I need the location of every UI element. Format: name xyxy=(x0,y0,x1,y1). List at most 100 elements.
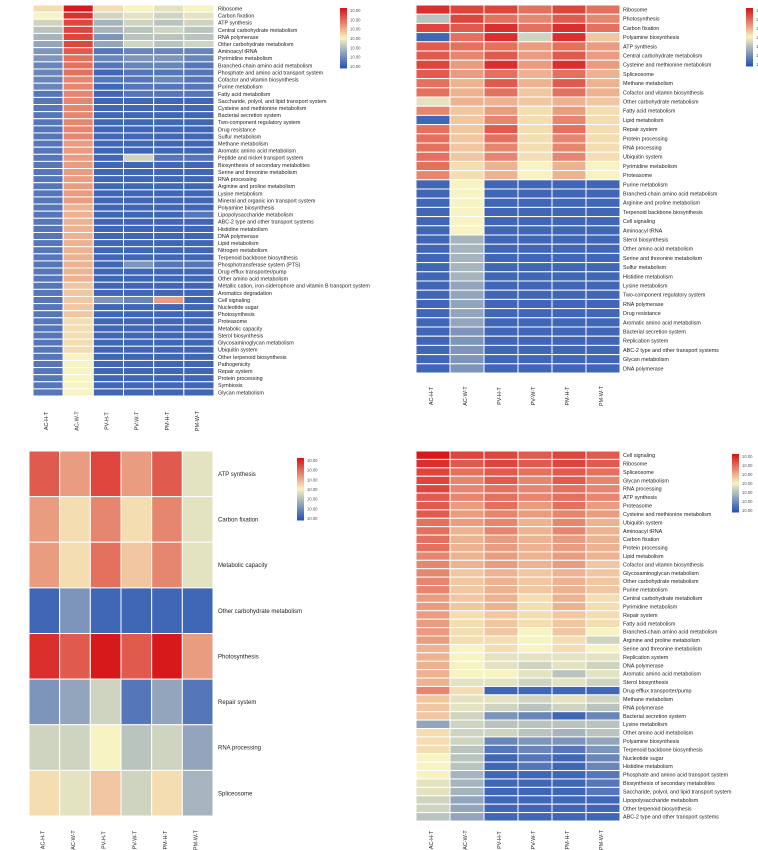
heatmap-cell xyxy=(62,260,94,269)
heatmap-cell xyxy=(551,262,587,273)
row-label: Carbon fixation xyxy=(218,14,254,20)
heatmap-cell xyxy=(89,724,122,771)
heatmap-cell xyxy=(585,188,621,199)
heatmap-cell xyxy=(415,243,451,254)
heatmap-cell xyxy=(551,197,587,208)
heatmap-cell xyxy=(585,509,621,519)
heatmap-cell xyxy=(123,217,155,226)
heatmap-cell xyxy=(123,82,155,91)
heatmap-cell xyxy=(181,587,214,634)
heatmap-cell xyxy=(449,105,485,116)
row-label: Branched-chain amino acid metabolism xyxy=(218,63,313,69)
heatmap-cell xyxy=(415,467,451,477)
heatmap-cell xyxy=(153,310,185,319)
heatmap-cell xyxy=(551,500,587,511)
heatmap-cell xyxy=(123,317,155,326)
heatmap-cell xyxy=(92,331,125,340)
row-label: Cysteine and methionine metabolism xyxy=(218,106,307,112)
heatmap-cell xyxy=(415,669,451,679)
heatmap-cell xyxy=(449,32,485,43)
heatmap-cell xyxy=(585,50,621,61)
row-label: Other terpenoid biosynthesis xyxy=(623,806,692,812)
heatmap-cell xyxy=(449,770,485,780)
row-label: Proteasome xyxy=(623,173,652,179)
heatmap-cell xyxy=(153,189,185,198)
heatmap-cell xyxy=(517,13,553,24)
heatmap-cell xyxy=(183,253,215,262)
heatmap-cell xyxy=(153,303,185,312)
row-label: Replication system xyxy=(623,655,669,661)
heatmap-cell xyxy=(89,541,122,589)
legend-swatch xyxy=(340,56,347,59)
row-label: Histidine metabolism xyxy=(623,764,673,770)
row-label: Carbon fixation xyxy=(218,518,258,524)
heatmap-cell xyxy=(92,345,125,354)
heatmap-cell xyxy=(62,54,94,63)
heatmap-cell xyxy=(517,610,553,620)
heatmap-cell xyxy=(153,75,185,84)
legend-swatch xyxy=(732,506,739,509)
heatmap-cell xyxy=(483,719,519,729)
heatmap-cell xyxy=(415,568,451,578)
legend-swatch xyxy=(746,29,753,32)
heatmap-cell xyxy=(415,484,451,494)
heatmap-cell xyxy=(517,317,553,328)
heatmap-cell xyxy=(449,559,485,570)
legend-swatch xyxy=(297,513,304,517)
heatmap-cell xyxy=(415,694,451,704)
row-label: Protein processing xyxy=(623,136,668,142)
legend-tick-label: 10.00 xyxy=(350,55,361,60)
row-label: Drug resistance xyxy=(218,127,256,133)
row-label: Other carbohydrate metabolism xyxy=(623,579,699,585)
heatmap-cell xyxy=(551,627,587,637)
row-label: Repair system xyxy=(218,369,253,375)
heatmap-cell xyxy=(123,345,155,354)
legend-swatch xyxy=(732,498,739,501)
heatmap-cell xyxy=(449,363,485,374)
heatmap-cell xyxy=(120,541,153,589)
row-label: Cysteine and methionine metabolism xyxy=(623,63,712,69)
heatmap-cell xyxy=(153,352,185,361)
heatmap-cell xyxy=(517,601,553,612)
heatmap-cell xyxy=(517,354,553,365)
legend-tick-label: 10.00 xyxy=(742,490,753,495)
heatmap-cell xyxy=(551,526,587,536)
heatmap-cell xyxy=(62,75,94,84)
legend-swatch xyxy=(340,8,347,11)
legend-swatch xyxy=(732,463,739,467)
heatmap-cell xyxy=(153,196,185,205)
heatmap-cell xyxy=(585,753,621,763)
heatmap-cell xyxy=(153,4,185,13)
heatmap-cell xyxy=(551,96,587,107)
heatmap-cell xyxy=(181,724,214,771)
heatmap-cell xyxy=(153,260,185,269)
heatmap-cell xyxy=(517,160,553,172)
heatmap-cell xyxy=(551,87,587,98)
heatmap-cell xyxy=(123,388,155,397)
row-label: Glycan metabolism xyxy=(623,357,669,363)
heatmap-cell xyxy=(449,677,485,687)
heatmap-cell xyxy=(449,280,485,291)
row-label: Ribosome xyxy=(218,6,242,12)
heatmap-cell xyxy=(415,13,451,24)
heatmap-cell xyxy=(123,303,155,312)
heatmap-cell xyxy=(585,450,621,460)
heatmap-cell xyxy=(517,484,553,494)
row-label: Ubiquitin system xyxy=(623,520,663,526)
heatmap-cell xyxy=(183,231,215,241)
heatmap-cell xyxy=(551,308,587,319)
legend-swatch xyxy=(746,17,753,21)
heatmap-cell xyxy=(585,500,621,511)
heatmap-cell xyxy=(32,75,64,84)
legend-swatch xyxy=(732,496,739,499)
heatmap-cell xyxy=(32,82,64,91)
heatmap-cell xyxy=(183,132,215,141)
heatmap-cell xyxy=(92,253,125,262)
heatmap-cell xyxy=(62,239,94,248)
heatmap-cell xyxy=(183,210,215,219)
heatmap-cell xyxy=(62,367,94,376)
column-label: AC-W-T xyxy=(463,386,469,406)
heatmap-cell xyxy=(181,541,214,589)
heatmap-cell xyxy=(551,803,587,814)
row-label: Bacterial secretion system xyxy=(623,714,686,720)
